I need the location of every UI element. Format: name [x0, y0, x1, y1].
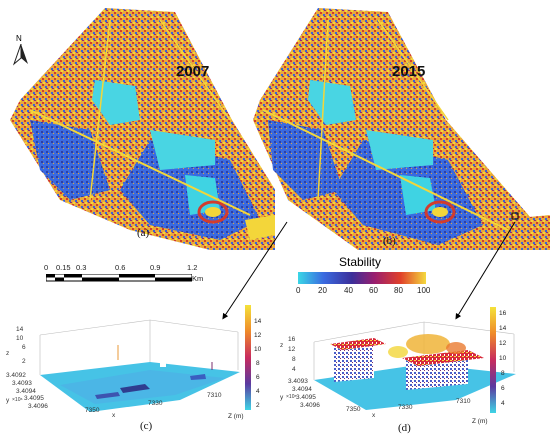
plot-c-cb-title: Z (m) [228, 413, 244, 420]
plot-3d-c-canvas [39, 305, 251, 412]
plot-d-y-exp: ×10⁶ [286, 394, 297, 400]
plot-d-z-label: z [280, 342, 284, 349]
plot-c-cb-tick-6: 2 [256, 402, 260, 409]
year-label-2015: 2015 [392, 63, 426, 80]
plot-c-z-tick-6: 2 [22, 358, 26, 365]
plot-3d-c: z 14 10 6 2 3.4092 3.4093 3.4094 y ×10⁶ … [0, 300, 272, 438]
panel-label-d: (d) [398, 422, 411, 434]
plot-c-x-tick-0: 7350 [85, 407, 100, 414]
plot-d-y-tick-2: 3.4095 [296, 394, 316, 401]
plot-3d-d: z 16 12 8 4 3.4093 3.4094 y ×10⁶ 3.4095 … [278, 300, 550, 438]
scale-tick-3: 0.6 [115, 263, 126, 272]
plot-d-z-tick-0: 16 [288, 336, 296, 343]
map-panel-2015: 2015 (b) [248, 0, 550, 250]
plot-d-y-tick-3: 3.4096 [300, 402, 320, 409]
plot-d-cb-tick-4: 8 [501, 370, 505, 377]
plot-d-x-tick-1: 7330 [398, 404, 413, 411]
year-label-2007: 2007 [176, 63, 210, 80]
stability-tick-2: 40 [344, 286, 353, 295]
plot-d-cb-tick-3: 10 [499, 355, 507, 362]
stability-color-ramp [298, 272, 426, 284]
plot-d-z-tick-2: 8 [292, 356, 296, 363]
plot-c-y-tick-2: 3.4094 [16, 388, 36, 395]
plot-c-z-tick-0: 14 [16, 326, 24, 333]
map-panel-2007: 2007 (a) [0, 0, 275, 250]
plot-d-y-label: y [280, 394, 284, 401]
stability-tick-3: 60 [369, 286, 378, 295]
plot-d-cb-tick-2: 12 [499, 340, 507, 347]
plot-c-cb-tick-2: 10 [254, 346, 262, 353]
plot-d-y-tick-1: 3.4094 [292, 386, 312, 393]
plot-c-z-tick-2: 10 [16, 335, 24, 342]
plot-c-y-tick-0: 3.4092 [6, 372, 26, 379]
point-cloud-map-2015 [253, 8, 550, 250]
stability-tick-4: 80 [394, 286, 403, 295]
scale-bar: 0 0.15 0.3 0.6 0.9 1.2 Km [42, 263, 204, 287]
stability-tick-1: 20 [318, 286, 327, 295]
plot-c-x-tick-2: 7310 [207, 392, 222, 399]
plot-c-z-tick-4: 6 [22, 344, 26, 351]
plot-d-cb-tick-5: 6 [501, 385, 505, 392]
plot-d-cb-tick-0: 16 [499, 310, 507, 317]
scale-tick-5: 1.2 [187, 263, 198, 272]
plot-c-y-tick-1: 3.4093 [12, 380, 32, 387]
north-label: N [16, 34, 22, 43]
plot-d-cb-tick-1: 14 [499, 325, 507, 332]
panel-label-a: (a) [137, 227, 150, 239]
plot-c-cb-tick-1: 12 [254, 332, 262, 339]
stability-legend-title: Stability [339, 255, 382, 269]
scale-bar-graphic [46, 274, 192, 282]
panel-label-c: (c) [140, 420, 153, 432]
point-cloud-map-2007 [10, 8, 275, 250]
plot-c-cb-tick-5: 4 [256, 388, 260, 395]
plot-c-x-tick-1: 7330 [148, 400, 163, 407]
north-arrow: N [11, 34, 31, 68]
stability-legend: Stability 0 20 40 60 80 100 [296, 255, 446, 300]
plot-3d-d-canvas [313, 307, 516, 413]
scale-tick-4: 0.9 [150, 263, 161, 272]
north-arrow-icon [13, 44, 28, 66]
stability-tick-0: 0 [296, 286, 301, 295]
plot-c-cb-tick-4: 6 [256, 374, 260, 381]
plot-c-x-label: x [112, 412, 116, 419]
scale-tick-2: 0.3 [76, 263, 87, 272]
plot-c-y-tick-3: 3.4095 [24, 395, 44, 402]
scale-tick-0: 0 [44, 263, 49, 272]
plot-d-cb-tick-6: 4 [501, 400, 505, 407]
plot-d-z-tick-1: 12 [288, 346, 296, 353]
plot-d-x-tick-0: 7350 [346, 406, 361, 413]
plot-c-cb-tick-0: 14 [254, 318, 262, 325]
plot-c-cb-tick-3: 8 [256, 360, 260, 367]
plot-d-cb-title: Z (m) [472, 418, 488, 425]
panel-label-b: (b) [383, 235, 396, 247]
plot-d-y-tick-0: 3.4093 [288, 378, 308, 385]
plot-c-y-exp: ×10⁶ [12, 397, 23, 403]
scale-unit: Km [192, 274, 204, 283]
plot-c-y-label: y [6, 397, 10, 404]
plot-c-y-tick-4: 3.4096 [28, 403, 48, 410]
stability-tick-5: 100 [417, 286, 431, 295]
plot-d-x-label: x [372, 412, 376, 419]
plot-c-z-label: z [6, 350, 10, 357]
scale-tick-1: 0.15 [56, 263, 71, 272]
plot-d-z-tick-3: 4 [292, 366, 296, 373]
plot-d-x-tick-2: 7310 [456, 398, 471, 405]
